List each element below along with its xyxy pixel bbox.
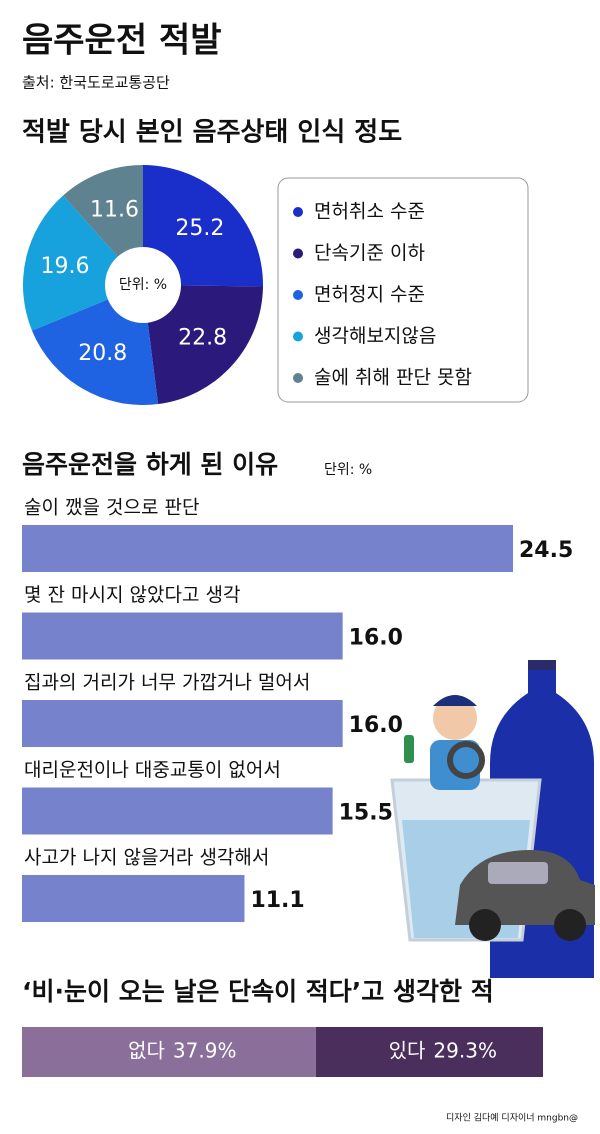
stacked-segment [22,1027,316,1077]
bar [22,612,343,660]
stacked-title: ‘비·눈이 오는 날은 단속이 적다’고 생각한 적 [22,977,494,1006]
legend-label: 면허취소 수준 [314,201,425,223]
bar-value: 24.5 [519,538,573,563]
bar-value: 16.0 [349,626,403,651]
slice-label: 11.6 [90,197,139,222]
illustration [390,660,595,978]
legend-marker [293,331,303,342]
bar-category: 집과의 거리가 너무 가깝거나 멀어서 [24,672,310,694]
bar [22,525,513,572]
legend-marker [293,290,303,300]
source: 출처: 한국도로교통공단 [22,74,170,92]
stacked-segment [315,1027,543,1077]
slice-label: 19.6 [41,254,90,279]
bar-category: 술이 깼을 것으로 판단 [24,497,199,519]
pie-unit: 단위: % [119,277,167,293]
legend-label: 단속기준 이하 [314,242,425,264]
legend-box [277,177,529,403]
segment-value: 29.3% [433,1039,497,1063]
legend-marker [293,207,303,217]
footer: 디자인 김다예 디자이너 mngbn@ [446,1112,578,1124]
bar-unit: 단위: % [324,462,372,478]
pie-slice [31,299,159,405]
slice-label: 25.2 [175,216,224,241]
page-title: 음주운전 적발 [22,21,222,61]
bar-value: 11.1 [250,888,304,913]
pie-slice [22,195,118,331]
legend-marker [293,248,303,259]
segment-value: 37.9% [173,1039,237,1063]
bar [22,787,333,835]
bar [22,875,245,922]
pie-slice [147,285,263,405]
segment-category: 있다 [389,1039,426,1063]
legend-label: 면허정지 수준 [314,284,425,306]
pie-slice [143,165,263,287]
legend-label: 술에 취해 판단 못함 [314,367,472,389]
slice-label: 20.8 [78,341,127,366]
bar-category: 대리운전이나 대중교통이 없어서 [24,759,281,781]
pie-title: 적발 당시 본인 음주상태 인식 정도 [22,118,402,148]
legend-marker [293,373,303,383]
bar [22,700,343,747]
bar-title: 음주운전을 하게 된 이유 [22,450,278,479]
pie-slice [63,165,143,257]
legend-label: 생각해보지않음 [314,325,436,347]
slice-label: 22.8 [178,325,227,350]
bar-value: 16.0 [349,713,403,738]
bar-category: 몇 잔 마시지 않았다고 생각 [24,584,240,606]
bar-value: 15.5 [339,801,393,826]
segment-category: 없다 [128,1039,165,1063]
bar-category: 사고가 나지 않을거라 생각해서 [24,847,269,869]
